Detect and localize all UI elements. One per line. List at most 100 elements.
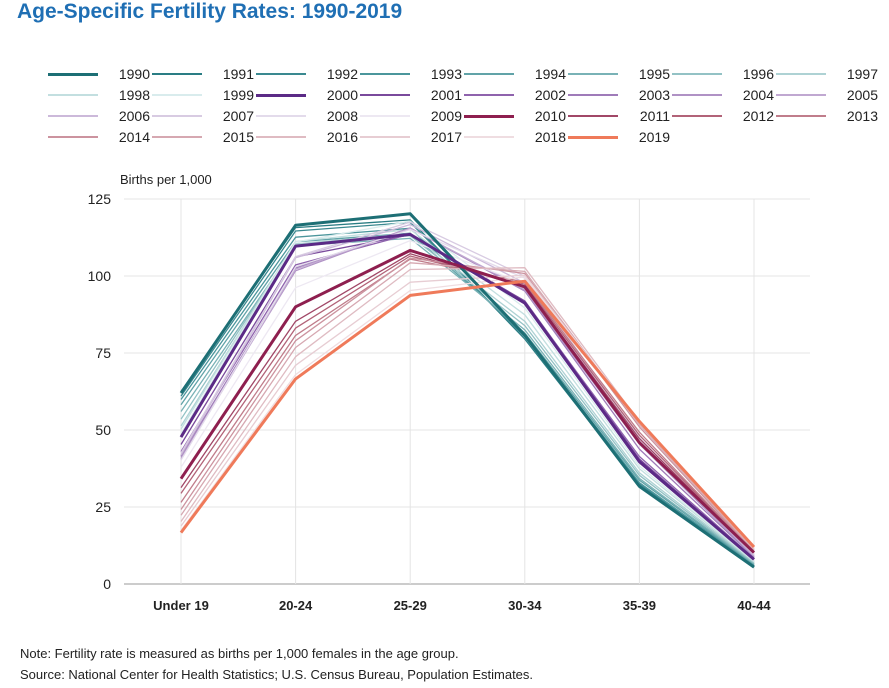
y-axis-ticks: 0 25 50 75 100 125 [88,191,112,592]
legend-swatch [776,73,826,75]
legend-item-1992: 1992 [256,64,358,84]
legend-item-2011: 2011 [568,106,670,126]
legend-item-2012: 2012 [672,106,774,126]
legend-swatch [776,115,826,117]
y-tick-label: 125 [88,191,112,207]
series-line-2019 [179,279,756,549]
series-line-2010 [179,248,756,554]
legend-label: 1993 [430,66,462,82]
series-line-1998 [180,228,755,563]
x-tick-label: 35-39 [623,598,656,613]
legend-swatch [464,136,514,138]
y-tick-label: 50 [95,422,111,438]
legend-label: 2017 [430,129,462,145]
legend-swatch [48,136,98,138]
legend-item-1990: 1990 [48,64,150,84]
line-chart: 0 25 50 75 100 125 Under 19 20-24 25-29 30-34 35-… [88,191,810,613]
y-tick-label: 100 [88,268,112,284]
x-tick-label: Under 19 [153,598,209,613]
legend-swatch [152,73,202,75]
legend-item-2009: 2009 [360,106,462,126]
legend-item-2017: 2017 [360,127,462,147]
legend-swatch [464,114,514,118]
series-line-1990 [179,212,755,569]
legend-item-2007: 2007 [152,106,254,126]
legend-label: 2000 [326,87,358,103]
series-line-2013 [180,258,755,553]
legend-item-2014: 2014 [48,127,150,147]
legend-swatch [256,115,306,117]
legend-item-1994: 1994 [464,64,566,84]
note-text: Note: Fertility rate is measured as birt… [20,646,459,661]
legend-swatch [568,94,618,96]
legend-label: 2002 [534,87,566,103]
legend-label: 2018 [534,129,566,145]
legend-label: 2010 [534,108,566,124]
legend-swatch [48,115,98,117]
legend-swatch [672,115,722,117]
legend-label: 1994 [534,66,566,82]
legend-swatch [256,73,306,75]
legend-item-2006: 2006 [48,106,150,126]
series-lines [179,212,756,569]
legend-label: 1996 [742,66,774,82]
x-tick-label: 30-34 [508,598,542,613]
legend-item-1995: 1995 [568,64,670,84]
legend-swatch [776,94,826,96]
y-axis-label: Births per 1,000 [120,172,212,187]
legend-item-2000: 2000 [256,85,358,105]
legend-swatch [152,136,202,138]
legend-item-2019: 2019 [568,127,670,147]
legend-swatch [464,73,514,75]
source-text: Source: National Center for Health Stati… [20,667,534,682]
legend-label: 2003 [638,87,670,103]
series-line-1992 [180,221,755,567]
x-tick-label: 20-24 [279,598,313,613]
legend-swatch [568,135,618,139]
y-tick-label: 75 [95,345,111,361]
legend-swatch [464,94,514,96]
legend-item-2015: 2015 [152,127,254,147]
legend-swatch [568,115,618,117]
legend-label: 1991 [222,66,254,82]
legend-label: 2001 [430,87,462,103]
legend-swatch [48,94,98,96]
legend-label: 2005 [846,87,878,103]
legend-item-2018: 2018 [464,127,566,147]
legend-label: 2007 [222,108,254,124]
y-tick-label: 25 [95,499,111,515]
legend-item-1999: 1999 [152,85,254,105]
legend-label: 1998 [118,87,150,103]
legend-swatch [360,94,410,96]
legend-item-2005: 2005 [776,85,878,105]
legend-swatch [256,93,306,97]
legend-item-2013: 2013 [776,106,878,126]
legend-item-1998: 1998 [48,85,150,105]
legend-item-1993: 1993 [360,64,462,84]
series-line-2014 [180,257,755,552]
legend-swatch [152,94,202,96]
legend-label: 2008 [326,108,358,124]
legend-item-2003: 2003 [568,85,670,105]
legend-label: 1999 [222,87,254,103]
x-axis-ticks: Under 19 20-24 25-29 30-34 35-39 40-44 [153,598,771,613]
legend-item-1996: 1996 [672,64,774,84]
legend-swatch [360,115,410,117]
legend-swatch [672,94,722,96]
legend-label: 2006 [118,108,150,124]
legend-label: 1995 [638,66,670,82]
legend-swatch [568,73,618,75]
legend-item-2001: 2001 [360,85,462,105]
legend-label: 2014 [118,129,150,145]
series-line-2008 [180,228,755,554]
legend-label: 2011 [639,108,670,124]
legend-label: 2009 [430,108,462,124]
legend-item-2002: 2002 [464,85,566,105]
legend-label: 2015 [222,129,254,145]
series-line-1999 [180,220,755,562]
legend-item-1997: 1997 [776,64,878,84]
legend-item-1991: 1991 [152,64,254,84]
legend-swatch [48,72,98,76]
legend-label: 2013 [846,108,878,124]
x-tick-label: 40-44 [737,598,771,613]
